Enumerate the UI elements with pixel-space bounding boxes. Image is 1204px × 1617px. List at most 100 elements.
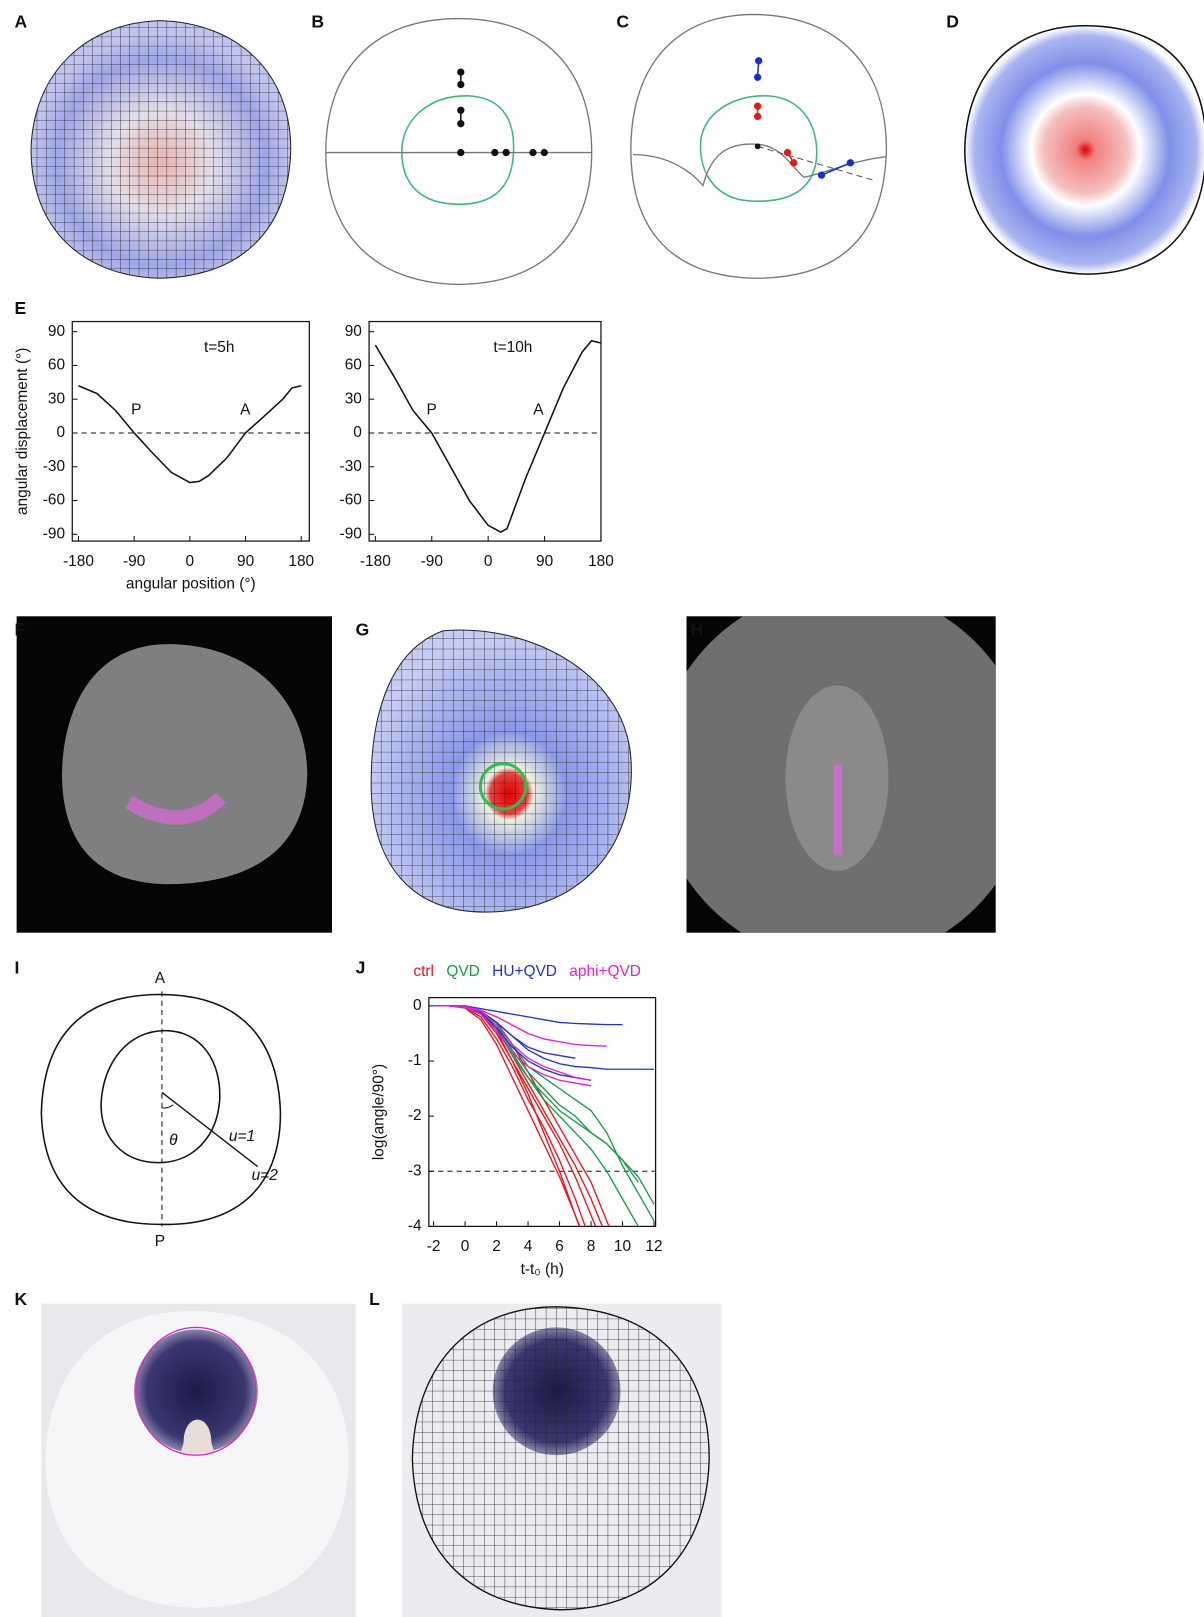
panel-b-outline bbox=[325, 17, 593, 286]
annotation: P bbox=[131, 401, 141, 418]
panel-c-region bbox=[699, 95, 818, 202]
y-tick-label: 90 bbox=[48, 323, 65, 340]
x-tick-label: 6 bbox=[555, 1238, 564, 1255]
panel-i-angle bbox=[161, 1104, 174, 1109]
x-tick-label: 8 bbox=[587, 1238, 596, 1255]
annotation: A bbox=[533, 401, 544, 418]
y-tick-label: -3 bbox=[408, 1162, 422, 1179]
panel-i-outer bbox=[40, 993, 282, 1226]
plot-frame bbox=[71, 320, 310, 542]
y-axis-label: log(angle/90°) bbox=[370, 1064, 387, 1160]
y-tick-label: -1 bbox=[408, 1052, 422, 1069]
panel-i-label: P bbox=[155, 1233, 165, 1250]
x-tick-label: -180 bbox=[63, 553, 94, 570]
panel-letter: D bbox=[946, 11, 959, 31]
panel-letter: G bbox=[356, 619, 370, 639]
panel-g-grid bbox=[371, 629, 632, 913]
data-line bbox=[433, 1005, 592, 1087]
panel-letter: H bbox=[691, 619, 704, 639]
x-tick-label: 90 bbox=[237, 553, 254, 570]
y-tick-label: -30 bbox=[43, 458, 65, 475]
panel-c-points bbox=[753, 57, 855, 179]
panel-f-marker bbox=[125, 792, 226, 825]
y-tick-label: 30 bbox=[345, 390, 362, 407]
data-line bbox=[433, 1005, 655, 1222]
panel-letter: J bbox=[356, 957, 366, 977]
x-axis-label: t-t₀ (h) bbox=[521, 1261, 564, 1278]
annotation: A bbox=[240, 401, 251, 418]
panel-h-marker bbox=[833, 764, 843, 856]
data-line bbox=[433, 1005, 576, 1059]
y-tick-label: -60 bbox=[43, 492, 65, 509]
x-tick-label: -90 bbox=[421, 553, 443, 570]
y-tick-label: 90 bbox=[345, 323, 362, 340]
panel-letters: A B C D E F G H I J K L bbox=[15, 11, 959, 1309]
x-tick-label: 2 bbox=[492, 1238, 501, 1255]
panel-letter: F bbox=[15, 619, 26, 639]
panel-i-radius bbox=[161, 1091, 259, 1168]
plot-frame bbox=[428, 996, 657, 1228]
data-line bbox=[433, 1005, 655, 1070]
data-line bbox=[433, 1005, 655, 1205]
data-line bbox=[433, 1005, 623, 1026]
panel-a-grid bbox=[31, 20, 291, 279]
y-tick-label: 0 bbox=[353, 424, 362, 441]
panel-letter: B bbox=[311, 11, 324, 31]
legend-entry: HU+QVD bbox=[492, 963, 557, 980]
legend-entry: aphi+QVD bbox=[569, 963, 641, 980]
panel-i-label: u=1 bbox=[229, 1128, 255, 1145]
y-tick-label: 30 bbox=[48, 390, 65, 407]
panel-letter: I bbox=[15, 957, 20, 977]
panel-letter: A bbox=[15, 11, 28, 31]
legend-entry: ctrl bbox=[413, 963, 434, 980]
panel-c-outline bbox=[630, 13, 888, 279]
y-tick-label: -90 bbox=[340, 525, 362, 542]
panel-b-region bbox=[401, 95, 515, 205]
panel-l-grid bbox=[411, 1306, 710, 1611]
panel-letter: K bbox=[15, 1289, 28, 1309]
panel-k-explant bbox=[45, 1310, 349, 1608]
panel-i-label: A bbox=[155, 970, 166, 987]
data-line bbox=[433, 1005, 639, 1183]
panel-k-outline bbox=[135, 1326, 257, 1456]
y-tick-label: -4 bbox=[408, 1217, 422, 1234]
panel-i-label: θ bbox=[169, 1132, 178, 1149]
y-tick-label: 60 bbox=[48, 357, 65, 374]
annotation: P bbox=[427, 401, 437, 418]
plot-frame bbox=[368, 320, 602, 542]
panel-letter: L bbox=[369, 1289, 380, 1309]
y-tick-label: 60 bbox=[345, 357, 362, 374]
y-tick-label: -30 bbox=[340, 458, 362, 475]
x-tick-label: 180 bbox=[588, 553, 614, 570]
x-tick-label: 12 bbox=[645, 1238, 662, 1255]
x-tick-label: 0 bbox=[484, 553, 493, 570]
panel-f-explant bbox=[61, 644, 308, 885]
panel-i-label: u=2 bbox=[252, 1167, 279, 1184]
x-tick-label: 0 bbox=[461, 1238, 470, 1255]
x-tick-label: -90 bbox=[123, 553, 145, 570]
y-tick-label: 0 bbox=[413, 997, 422, 1014]
y-tick-label: 0 bbox=[56, 424, 65, 441]
annotation: t=10h bbox=[493, 339, 532, 356]
x-tick-label: 10 bbox=[614, 1238, 631, 1255]
panel-k-stain bbox=[134, 1329, 258, 1454]
panel-g-ring bbox=[478, 762, 528, 811]
panel-k-streak bbox=[180, 1419, 215, 1454]
x-tick-label: 90 bbox=[536, 553, 553, 570]
y-tick-label: -2 bbox=[408, 1107, 422, 1124]
x-tick-label: -180 bbox=[360, 553, 391, 570]
legend-entry: QVD bbox=[446, 963, 479, 980]
x-axis-label: angular position (°) bbox=[126, 575, 256, 592]
x-tick-label: 180 bbox=[288, 553, 314, 570]
panel-i-inner bbox=[100, 1029, 221, 1164]
x-tick-label: 0 bbox=[186, 553, 195, 570]
panel-b-points bbox=[457, 68, 548, 157]
x-tick-label: 4 bbox=[524, 1238, 533, 1255]
data-line bbox=[78, 384, 302, 484]
panel-d-field bbox=[963, 24, 1204, 275]
data-line bbox=[433, 1005, 607, 1047]
data-line bbox=[374, 339, 601, 533]
